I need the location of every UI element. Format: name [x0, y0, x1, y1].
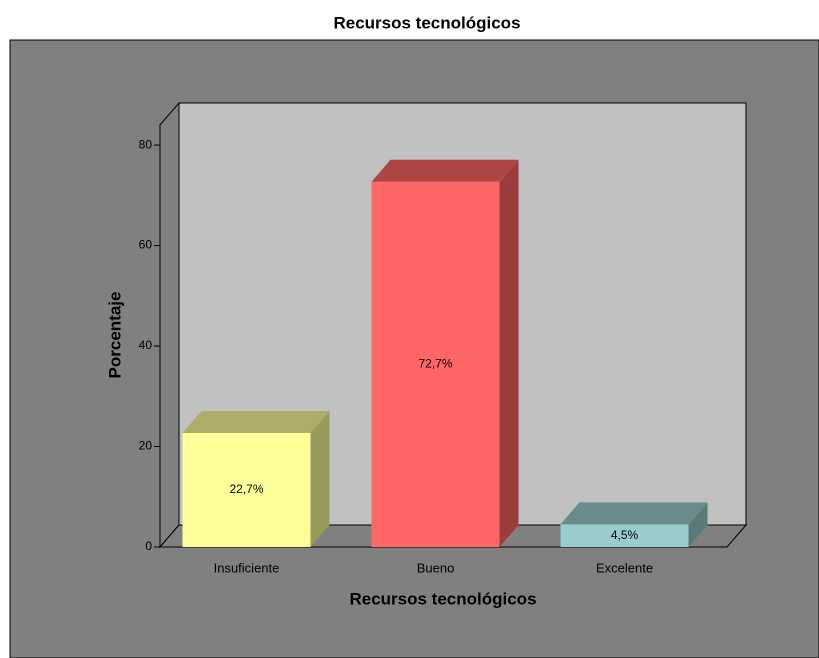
- y-tick-label: 80: [139, 137, 153, 151]
- bar: [560, 502, 708, 547]
- bar: [182, 410, 330, 547]
- bar-face: [560, 524, 689, 547]
- x-axis-title: Recursos tecnológicos: [349, 589, 536, 608]
- x-tick-label: Insuficiente: [214, 560, 280, 575]
- bar-face: [560, 502, 708, 525]
- y-tick-label: 60: [139, 238, 153, 252]
- data-label: 4,5%: [611, 528, 639, 542]
- bar-face: [499, 159, 519, 547]
- y-axis-title: Porcentaje: [105, 292, 124, 379]
- bar-face: [310, 410, 330, 547]
- y-tick-label: 20: [139, 439, 153, 453]
- y-tick-label: 0: [145, 539, 152, 553]
- bar-face: [182, 432, 311, 547]
- bar: [371, 159, 519, 547]
- bar-face: [371, 159, 519, 182]
- chart-title: Recursos tecnológicos: [333, 13, 520, 32]
- y-tick-label: 40: [139, 338, 153, 352]
- left-wall: [159, 101, 180, 549]
- bar-face: [371, 181, 500, 547]
- x-tick-label: Excelente: [596, 560, 653, 575]
- data-label: 72,7%: [418, 357, 452, 371]
- data-label: 22,7%: [229, 482, 263, 496]
- bar-face: [688, 502, 708, 547]
- x-tick-label: Bueno: [417, 560, 455, 575]
- bar-face: [182, 410, 330, 433]
